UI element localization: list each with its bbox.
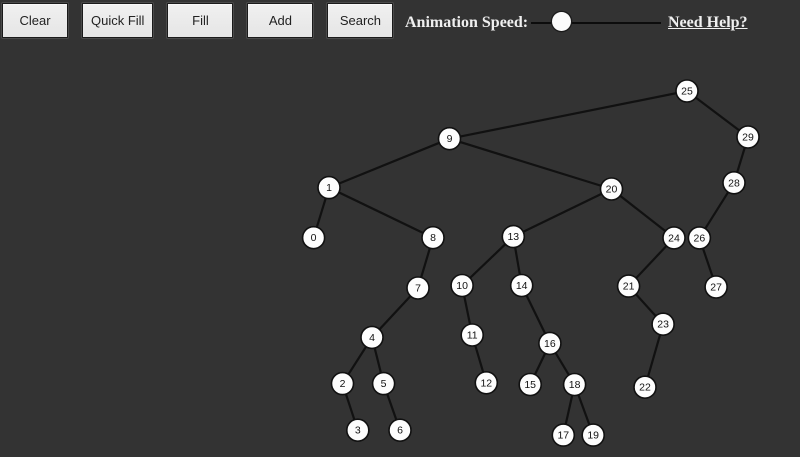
svg-text:17: 17 xyxy=(557,430,569,442)
svg-text:1: 1 xyxy=(326,182,332,194)
svg-text:29: 29 xyxy=(742,132,754,144)
svg-text:0: 0 xyxy=(311,232,317,244)
svg-text:9: 9 xyxy=(447,133,453,145)
svg-text:28: 28 xyxy=(728,177,740,189)
svg-text:24: 24 xyxy=(668,232,680,244)
svg-text:4: 4 xyxy=(369,332,375,344)
svg-text:25: 25 xyxy=(681,86,693,98)
svg-text:12: 12 xyxy=(480,377,492,389)
svg-text:2: 2 xyxy=(340,378,346,390)
svg-text:19: 19 xyxy=(587,430,599,442)
svg-text:16: 16 xyxy=(544,338,556,350)
svg-text:23: 23 xyxy=(657,319,669,331)
svg-text:20: 20 xyxy=(606,184,618,196)
svg-text:26: 26 xyxy=(694,232,706,244)
svg-text:22: 22 xyxy=(639,382,651,394)
svg-text:11: 11 xyxy=(467,330,478,342)
svg-text:3: 3 xyxy=(355,425,361,437)
svg-text:8: 8 xyxy=(430,232,436,244)
svg-text:13: 13 xyxy=(507,231,519,243)
svg-text:5: 5 xyxy=(381,378,387,390)
svg-text:21: 21 xyxy=(623,281,635,293)
svg-text:15: 15 xyxy=(524,379,536,391)
svg-text:7: 7 xyxy=(415,283,421,295)
svg-text:14: 14 xyxy=(516,280,528,292)
svg-text:18: 18 xyxy=(569,379,581,391)
svg-text:10: 10 xyxy=(456,280,468,292)
svg-text:6: 6 xyxy=(397,425,403,437)
svg-text:27: 27 xyxy=(710,282,722,294)
